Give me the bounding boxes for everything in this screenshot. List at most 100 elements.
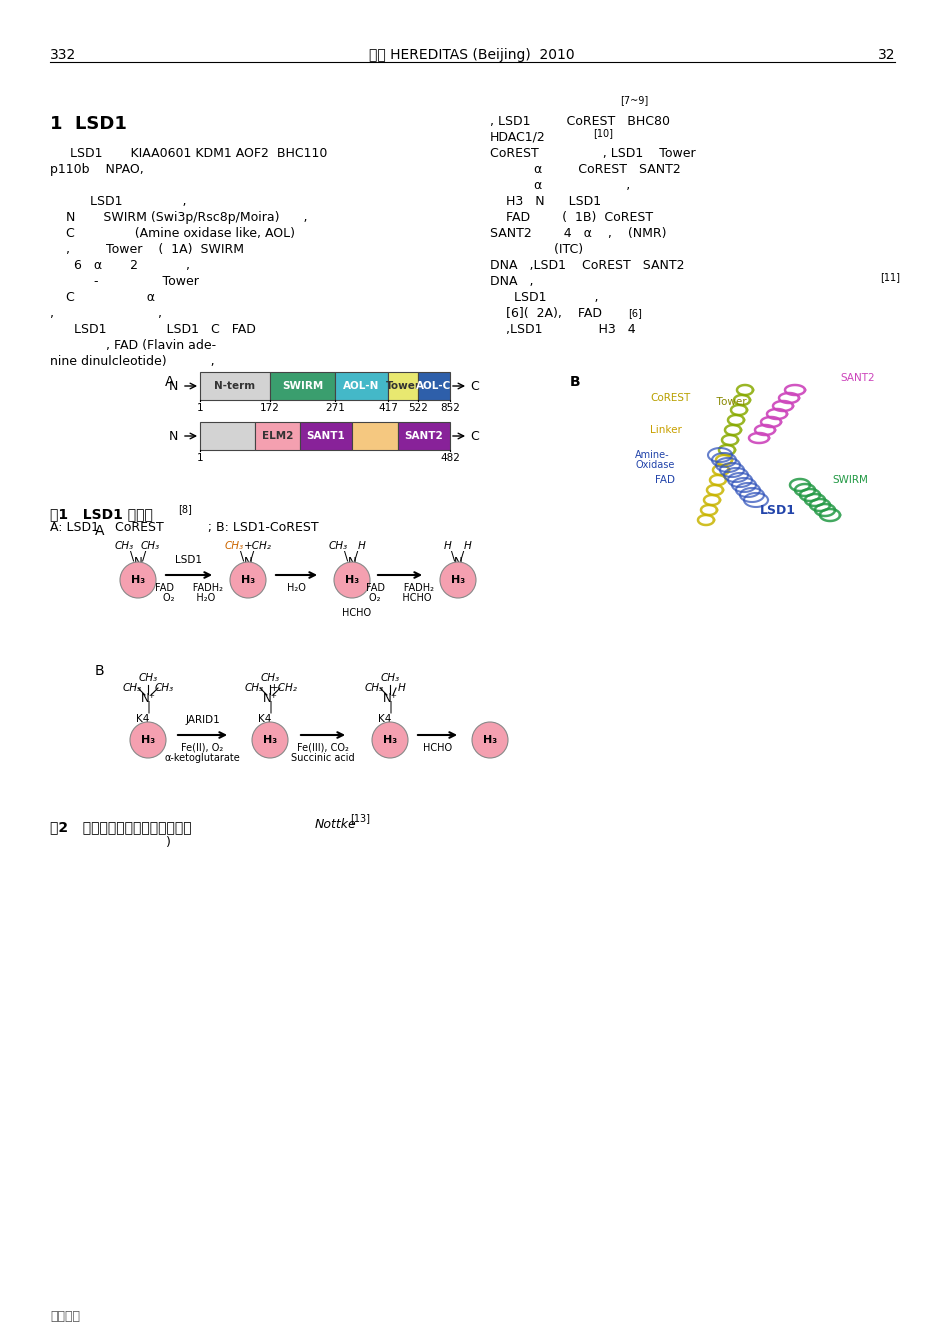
Text: LSD1            ,: LSD1 , [490,290,598,304]
Text: FAD      FADH₂: FAD FADH₂ [365,583,433,593]
Text: 332: 332 [50,48,76,62]
Text: AOL-C: AOL-C [416,381,451,391]
Text: -                Tower: - Tower [50,276,198,288]
Text: SANT1: SANT1 [306,431,345,442]
Circle shape [440,562,476,598]
Circle shape [120,562,156,598]
Text: , LSD1         CoREST   BHC80: , LSD1 CoREST BHC80 [490,115,669,128]
Text: [11]: [11] [879,272,899,282]
Text: 1: 1 [196,403,203,413]
Text: N: N [133,557,143,570]
Text: HCHO: HCHO [423,743,451,753]
Text: CH₃: CH₃ [244,682,263,693]
Text: \: \ [344,550,347,562]
Circle shape [372,723,408,759]
Text: [6]: [6] [628,308,641,318]
Text: |: | [456,566,460,578]
Text: |: | [349,566,354,578]
Text: CH₃: CH₃ [141,541,160,551]
Text: Nottke: Nottke [314,818,357,831]
Text: C: C [469,429,479,443]
Text: Fe(II), O₂: Fe(II), O₂ [181,743,224,753]
Text: +CH₂: +CH₂ [244,541,272,551]
Text: N: N [244,557,252,570]
Text: N⁺: N⁺ [382,692,397,705]
Text: 万方数据: 万方数据 [50,1310,80,1323]
Text: LSD1       KIAA0601 KDM1 AOF2  BHC110: LSD1 KIAA0601 KDM1 AOF2 BHC110 [50,147,327,161]
Text: K4: K4 [258,714,272,724]
Text: [7~9]: [7~9] [619,95,648,104]
Text: \: \ [240,550,244,562]
Text: CH₃: CH₃ [123,682,142,693]
Text: 32: 32 [877,48,894,62]
Text: O₂       H₂O: O₂ H₂O [162,593,215,603]
Text: FAD      FADH₂: FAD FADH₂ [155,583,223,593]
Text: H₃: H₃ [382,735,396,745]
Text: 522: 522 [408,403,428,413]
Text: 852: 852 [440,403,460,413]
Text: H: H [397,682,405,693]
Text: α         CoREST   SANT2: α CoREST SANT2 [490,163,680,177]
Text: H₃: H₃ [262,735,277,745]
Text: K4: K4 [126,578,140,587]
Text: +CH₂: +CH₂ [270,682,297,693]
Text: H: H [444,541,451,551]
Text: ELM2: ELM2 [261,431,293,442]
Text: α                     ,: α , [490,179,630,191]
Text: \: \ [129,550,134,562]
Text: CH₃: CH₃ [261,673,279,682]
Text: SWIRM: SWIRM [831,475,867,484]
Text: JARID1: JARID1 [185,714,220,725]
Bar [200,372,270,400]
Text: N: N [168,429,177,443]
Text: |: | [136,566,140,578]
Text: 172: 172 [260,403,279,413]
Bar [388,372,417,400]
Text: K4: K4 [236,578,249,587]
Bar [417,372,449,400]
Text: HCHO: HCHO [342,607,371,618]
Text: SWIRM: SWIRM [281,381,323,391]
Text: N⁺: N⁺ [262,692,278,705]
Text: A: A [165,375,175,389]
Text: A: A [95,524,105,538]
Text: Oxidase: Oxidase [634,460,674,470]
Text: CH₃: CH₃ [114,541,133,551]
Text: 图2   组蛋白去甲基酶的作用机制（: 图2 组蛋白去甲基酶的作用机制（ [50,820,192,834]
Text: 1  LSD1: 1 LSD1 [50,115,126,132]
Text: LSD1               ,: LSD1 , [50,195,186,207]
Text: Tower: Tower [709,397,746,407]
Text: CH₃: CH₃ [329,541,347,551]
Circle shape [130,723,166,759]
Text: K4: K4 [378,714,391,724]
Text: N-term: N-term [214,381,255,391]
Text: DNA   ,: DNA , [490,276,533,288]
Text: 271: 271 [325,403,345,413]
Text: LSD1: LSD1 [176,555,202,565]
Text: N: N [168,380,177,392]
Text: [6](  2A),    FAD: [6]( 2A), FAD [490,306,601,320]
Text: FAD        (  1B)  CoREST: FAD ( 1B) CoREST [490,211,652,223]
Text: CoREST: CoREST [649,393,689,403]
Text: H₂O: H₂O [287,583,306,593]
Circle shape [229,562,265,598]
Text: A: LSD1    CoREST           ; B: LSD1-CoREST: A: LSD1 CoREST ; B: LSD1-CoREST [50,520,318,534]
Text: N: N [347,557,356,570]
Text: HDAC1/2: HDAC1/2 [490,131,546,145]
Text: AOL-N: AOL-N [343,381,379,391]
Text: α-ketoglutarate: α-ketoglutarate [164,753,240,763]
Text: H: H [464,541,471,551]
Text: N: N [453,557,462,570]
Text: SANT2: SANT2 [404,431,443,442]
Text: H₃: H₃ [241,575,255,585]
Text: /: / [142,550,146,562]
Bar [334,372,388,400]
Text: \: \ [450,550,455,562]
Text: ): ) [50,836,171,850]
Text: [10]: [10] [593,128,613,138]
Text: |: | [388,701,392,713]
Text: 1: 1 [196,454,203,463]
Text: /: / [249,550,254,562]
Text: CH₃: CH₃ [138,673,158,682]
Text: B: B [95,664,105,678]
